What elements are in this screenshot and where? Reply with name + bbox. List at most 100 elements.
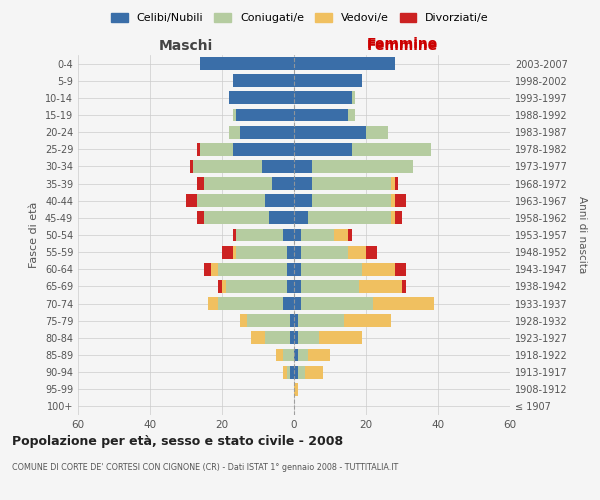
Bar (298, 332, 319, 344)
Bar (294, 194, 312, 207)
Bar (222, 280, 226, 293)
Bar (294, 143, 352, 156)
Bar (348, 246, 366, 258)
Bar (352, 143, 431, 156)
Bar (218, 297, 283, 310)
Text: Popolazione per età, sesso e stato civile - 2008: Popolazione per età, sesso e stato civil… (12, 435, 343, 448)
Bar (294, 314, 298, 327)
Bar (294, 228, 301, 241)
Bar (240, 314, 247, 327)
Bar (359, 280, 402, 293)
Bar (391, 194, 395, 207)
Bar (334, 228, 348, 241)
Bar (229, 92, 294, 104)
Bar (200, 57, 294, 70)
Bar (298, 314, 344, 327)
Bar (204, 212, 269, 224)
Bar (240, 126, 294, 138)
Bar (251, 332, 265, 344)
Bar (200, 143, 233, 156)
Bar (301, 263, 362, 276)
Bar (312, 194, 391, 207)
Bar (319, 332, 362, 344)
Bar (362, 263, 395, 276)
Bar (366, 246, 377, 258)
Bar (265, 194, 294, 207)
Bar (283, 348, 294, 362)
Bar (298, 348, 308, 362)
Bar (301, 297, 373, 310)
Bar (226, 280, 287, 293)
Bar (204, 263, 211, 276)
Bar (352, 92, 355, 104)
Bar (395, 177, 398, 190)
Bar (366, 126, 388, 138)
Bar (190, 160, 193, 173)
Bar (229, 126, 240, 138)
Bar (283, 228, 294, 241)
Bar (262, 160, 294, 173)
Bar (197, 143, 200, 156)
Bar (294, 348, 298, 362)
Bar (298, 366, 305, 378)
Bar (233, 228, 236, 241)
Bar (294, 366, 298, 378)
Bar (233, 74, 294, 87)
Y-axis label: Fasce di età: Fasce di età (29, 202, 39, 268)
Bar (294, 332, 298, 344)
Bar (211, 263, 218, 276)
Bar (395, 212, 402, 224)
Bar (301, 280, 359, 293)
Bar (236, 246, 287, 258)
Bar (294, 108, 348, 122)
Bar (272, 177, 294, 190)
Bar (308, 212, 391, 224)
Bar (265, 332, 290, 344)
Bar (193, 160, 262, 173)
Bar (294, 57, 395, 70)
Bar (301, 246, 348, 258)
Bar (391, 212, 395, 224)
Bar (222, 246, 233, 258)
Bar (373, 297, 434, 310)
Bar (348, 108, 355, 122)
Bar (294, 92, 352, 104)
Bar (305, 366, 323, 378)
Bar (233, 108, 236, 122)
Text: Maschi: Maschi (159, 38, 213, 52)
Bar (294, 280, 301, 293)
Bar (236, 228, 283, 241)
Bar (395, 263, 406, 276)
Bar (283, 297, 294, 310)
Bar (290, 332, 294, 344)
Bar (236, 108, 294, 122)
Bar (233, 246, 236, 258)
Bar (287, 263, 294, 276)
Bar (294, 212, 308, 224)
Bar (276, 348, 283, 362)
Bar (301, 228, 334, 241)
Bar (197, 194, 265, 207)
Bar (294, 74, 362, 87)
Bar (395, 194, 406, 207)
Bar (344, 314, 391, 327)
Bar (218, 263, 287, 276)
Bar (186, 194, 197, 207)
Bar (294, 246, 301, 258)
Bar (218, 280, 222, 293)
Bar (312, 160, 413, 173)
Bar (402, 280, 406, 293)
Bar (348, 228, 352, 241)
Bar (290, 366, 294, 378)
Bar (294, 297, 301, 310)
Bar (391, 177, 395, 190)
Bar (197, 177, 204, 190)
Bar (269, 212, 294, 224)
Bar (312, 177, 391, 190)
Bar (247, 314, 290, 327)
Bar (308, 348, 330, 362)
Bar (204, 177, 272, 190)
Bar (287, 246, 294, 258)
Bar (294, 263, 301, 276)
Y-axis label: Anni di nascita: Anni di nascita (577, 196, 587, 274)
